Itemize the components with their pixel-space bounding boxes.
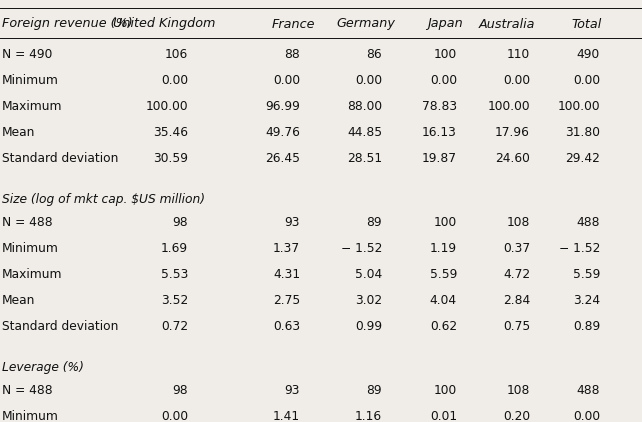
Text: 28.51: 28.51	[347, 152, 382, 165]
Text: N = 488: N = 488	[2, 384, 53, 398]
Text: 110: 110	[507, 49, 530, 62]
Text: 0.00: 0.00	[430, 75, 457, 87]
Text: 26.45: 26.45	[265, 152, 300, 165]
Text: Size (log of mkt cap. $US million): Size (log of mkt cap. $US million)	[2, 194, 205, 206]
Text: Mean: Mean	[2, 127, 35, 140]
Text: 0.75: 0.75	[503, 320, 530, 333]
Text: Minimum: Minimum	[2, 243, 59, 255]
Text: 1.37: 1.37	[273, 243, 300, 255]
Text: 0.00: 0.00	[161, 75, 188, 87]
Text: Standard deviation: Standard deviation	[2, 152, 118, 165]
Text: Leverage (%): Leverage (%)	[2, 362, 84, 374]
Text: − 1.52: − 1.52	[341, 243, 382, 255]
Text: 0.00: 0.00	[161, 411, 188, 422]
Text: 0.72: 0.72	[161, 320, 188, 333]
Text: 19.87: 19.87	[422, 152, 457, 165]
Text: 100.00: 100.00	[145, 100, 188, 114]
Text: 0.99: 0.99	[355, 320, 382, 333]
Text: Mean: Mean	[2, 295, 35, 308]
Text: 2.75: 2.75	[273, 295, 300, 308]
Text: 1.69: 1.69	[161, 243, 188, 255]
Text: 44.85: 44.85	[347, 127, 382, 140]
Text: 100: 100	[434, 49, 457, 62]
Text: 29.42: 29.42	[565, 152, 600, 165]
Text: Foreign revenue (%): Foreign revenue (%)	[2, 17, 133, 30]
Text: Maximum: Maximum	[2, 100, 62, 114]
Text: 0.37: 0.37	[503, 243, 530, 255]
Text: 17.96: 17.96	[495, 127, 530, 140]
Text: 0.01: 0.01	[430, 411, 457, 422]
Text: 0.00: 0.00	[573, 411, 600, 422]
Text: 89: 89	[367, 216, 382, 230]
Text: 100.00: 100.00	[557, 100, 600, 114]
Text: 0.62: 0.62	[430, 320, 457, 333]
Text: 488: 488	[577, 384, 600, 398]
Text: 24.60: 24.60	[495, 152, 530, 165]
Text: 0.00: 0.00	[355, 75, 382, 87]
Text: United Kingdom: United Kingdom	[112, 17, 215, 30]
Text: 4.31: 4.31	[273, 268, 300, 281]
Text: 5.59: 5.59	[573, 268, 600, 281]
Text: 88: 88	[284, 49, 300, 62]
Text: 3.02: 3.02	[355, 295, 382, 308]
Text: Standard deviation: Standard deviation	[2, 320, 118, 333]
Text: N = 488: N = 488	[2, 216, 53, 230]
Text: 98: 98	[172, 384, 188, 398]
Text: 16.13: 16.13	[422, 127, 457, 140]
Text: 31.80: 31.80	[565, 127, 600, 140]
Text: Japan: Japan	[427, 17, 463, 30]
Text: 0.63: 0.63	[273, 320, 300, 333]
Text: 106: 106	[165, 49, 188, 62]
Text: Germany: Germany	[336, 17, 395, 30]
Text: 1.16: 1.16	[355, 411, 382, 422]
Text: 93: 93	[284, 384, 300, 398]
Text: 89: 89	[367, 384, 382, 398]
Text: 86: 86	[367, 49, 382, 62]
Text: France: France	[272, 17, 315, 30]
Text: 49.76: 49.76	[265, 127, 300, 140]
Text: 100: 100	[434, 216, 457, 230]
Text: 100.00: 100.00	[487, 100, 530, 114]
Text: Total: Total	[572, 17, 602, 30]
Text: 5.04: 5.04	[355, 268, 382, 281]
Text: N = 490: N = 490	[2, 49, 53, 62]
Text: 5.59: 5.59	[429, 268, 457, 281]
Text: 490: 490	[577, 49, 600, 62]
Text: 0.00: 0.00	[273, 75, 300, 87]
Text: Maximum: Maximum	[2, 268, 62, 281]
Text: 96.99: 96.99	[265, 100, 300, 114]
Text: 0.20: 0.20	[503, 411, 530, 422]
Text: 98: 98	[172, 216, 188, 230]
Text: 0.00: 0.00	[573, 75, 600, 87]
Text: 4.04: 4.04	[430, 295, 457, 308]
Text: 88.00: 88.00	[347, 100, 382, 114]
Text: 2.84: 2.84	[503, 295, 530, 308]
Text: Minimum: Minimum	[2, 411, 59, 422]
Text: 35.46: 35.46	[153, 127, 188, 140]
Text: 78.83: 78.83	[422, 100, 457, 114]
Text: 93: 93	[284, 216, 300, 230]
Text: 5.53: 5.53	[160, 268, 188, 281]
Text: 3.52: 3.52	[160, 295, 188, 308]
Text: − 1.52: − 1.52	[559, 243, 600, 255]
Text: 108: 108	[507, 216, 530, 230]
Text: Australia: Australia	[478, 17, 535, 30]
Text: 30.59: 30.59	[153, 152, 188, 165]
Text: 108: 108	[507, 384, 530, 398]
Text: Minimum: Minimum	[2, 75, 59, 87]
Text: 1.19: 1.19	[430, 243, 457, 255]
Text: 0.00: 0.00	[503, 75, 530, 87]
Text: 488: 488	[577, 216, 600, 230]
Text: 1.41: 1.41	[273, 411, 300, 422]
Text: 3.24: 3.24	[573, 295, 600, 308]
Text: 0.89: 0.89	[573, 320, 600, 333]
Text: 4.72: 4.72	[503, 268, 530, 281]
Text: 100: 100	[434, 384, 457, 398]
